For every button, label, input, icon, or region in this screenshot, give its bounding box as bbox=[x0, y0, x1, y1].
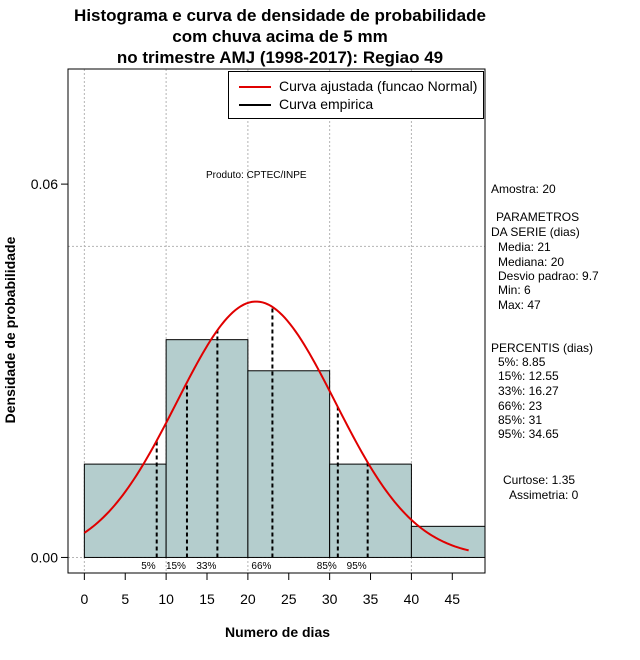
histogram-bar bbox=[83, 463, 167, 558]
stat-p5: 5%: 8.85 bbox=[498, 355, 546, 369]
legend-label-fitted: Curva ajustada (funcao Normal) bbox=[279, 78, 478, 94]
y-tick-label: 0.00 bbox=[31, 549, 58, 565]
stat-media: Media: 21 bbox=[498, 240, 551, 254]
x-tick-label: 20 bbox=[240, 591, 256, 607]
y-tick-label: 0.06 bbox=[31, 176, 58, 192]
x-tick-label: 30 bbox=[322, 591, 338, 607]
legend: Curva ajustada (funcao Normal) Curva emp… bbox=[228, 71, 484, 119]
chart-title-line-2: com chuva acima de 5 mm bbox=[172, 27, 388, 46]
stat-percentis-title: PERCENTIS (dias) bbox=[491, 341, 594, 355]
x-tick-label: 35 bbox=[363, 591, 379, 607]
histogram-bar bbox=[247, 370, 331, 558]
stat-p95: 95%: 34.65 bbox=[498, 427, 559, 441]
fitted-normal-curve bbox=[83, 300, 469, 552]
x-tick-label: 25 bbox=[281, 591, 297, 607]
legend-swatch-fitted bbox=[239, 86, 271, 89]
stat-p33: 33%: 16.27 bbox=[498, 384, 559, 398]
stat-param-title-2: DA SERIE (dias) bbox=[491, 225, 580, 239]
x-tick-label: 40 bbox=[404, 591, 420, 607]
stat-min: Min: 6 bbox=[498, 283, 531, 297]
stat-p85: 85%: 31 bbox=[498, 413, 543, 427]
histogram-bar bbox=[329, 463, 412, 558]
percentile-label: 85% bbox=[317, 561, 337, 572]
chart-title-line-1: Histograma e curva de densidade de proba… bbox=[74, 6, 486, 25]
stat-desvio: Desvio padrao: 9.7 bbox=[498, 269, 599, 283]
legend-swatch-empirical bbox=[239, 104, 271, 107]
legend-label-empirical: Curva empirica bbox=[279, 96, 374, 112]
percentile-label: 33% bbox=[196, 561, 216, 572]
percentile-label: 5% bbox=[141, 561, 156, 572]
x-tick-label: 10 bbox=[158, 591, 174, 607]
legend-item-fitted: Curva ajustada (funcao Normal) bbox=[239, 78, 477, 96]
x-tick-label: 45 bbox=[445, 591, 461, 607]
stat-assimetria: Assimetria: 0 bbox=[509, 488, 579, 502]
stat-max: Max: 47 bbox=[498, 298, 541, 312]
stat-param-title-1: PARAMETROS bbox=[496, 210, 580, 224]
x-tick-label: 15 bbox=[199, 591, 215, 607]
x-tick-label: 5 bbox=[121, 591, 129, 607]
stat-amostra: Amostra: 20 bbox=[491, 182, 556, 196]
x-axis-label: Numero de dias bbox=[224, 624, 331, 640]
credit-text: Produto: CPTEC/INPE bbox=[206, 170, 307, 181]
histogram-bar bbox=[165, 339, 249, 558]
stat-p66: 66%: 23 bbox=[498, 399, 543, 413]
percentile-label: 95% bbox=[347, 561, 367, 572]
percentile-label: 15% bbox=[166, 561, 186, 572]
stat-p15: 15%: 12.55 bbox=[498, 369, 559, 383]
stat-mediana: Mediana: 20 bbox=[498, 255, 565, 269]
legend-item-empirical: Curva empirica bbox=[239, 96, 373, 114]
percentile-label: 66% bbox=[251, 561, 271, 572]
x-tick-label: 0 bbox=[80, 591, 88, 607]
chart-title-line-3: no trimestre AMJ (1998-2017): Regiao 49 bbox=[116, 48, 444, 67]
histogram-bar bbox=[410, 525, 486, 558]
stat-curtose: Curtose: 1.35 bbox=[503, 473, 576, 487]
plot-frame bbox=[67, 68, 486, 574]
